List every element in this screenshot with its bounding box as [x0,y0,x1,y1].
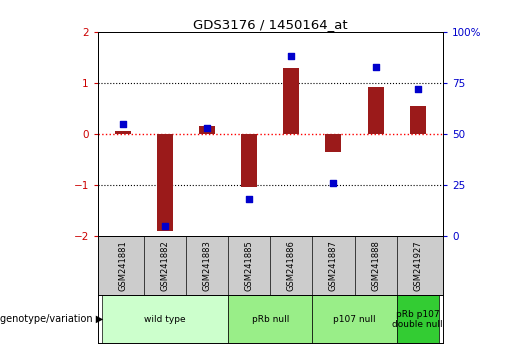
Bar [283,68,299,134]
Text: GSM241927: GSM241927 [413,240,422,291]
Bar [228,295,313,343]
Text: GSM241882: GSM241882 [161,240,169,291]
Text: genotype/variation ▶: genotype/variation ▶ [0,314,103,324]
Bar [409,106,425,134]
Point [161,223,169,229]
Text: GSM241881: GSM241881 [118,240,128,291]
Bar [157,134,173,231]
Text: GSM241885: GSM241885 [245,240,254,291]
Point [371,64,380,69]
Bar [115,131,131,134]
Text: GSM241887: GSM241887 [329,240,338,291]
Bar [242,134,258,188]
Text: wild type: wild type [144,315,186,324]
Bar [325,134,341,152]
Text: p107 null: p107 null [333,315,376,324]
Point [287,53,296,59]
Text: GSM241888: GSM241888 [371,240,380,291]
Point [119,121,127,126]
Text: GSM241886: GSM241886 [287,240,296,291]
Point [203,125,211,131]
Point [414,86,422,92]
Bar [102,295,228,343]
Bar [368,87,384,134]
Bar [199,126,215,134]
Text: pRb null: pRb null [252,315,289,324]
Title: GDS3176 / 1450164_at: GDS3176 / 1450164_at [193,18,348,31]
Point [245,196,253,202]
Text: pRb p107
double null: pRb p107 double null [392,309,443,329]
Bar [313,295,397,343]
Text: GSM241883: GSM241883 [203,240,212,291]
Bar [397,295,439,343]
Point [330,180,338,186]
